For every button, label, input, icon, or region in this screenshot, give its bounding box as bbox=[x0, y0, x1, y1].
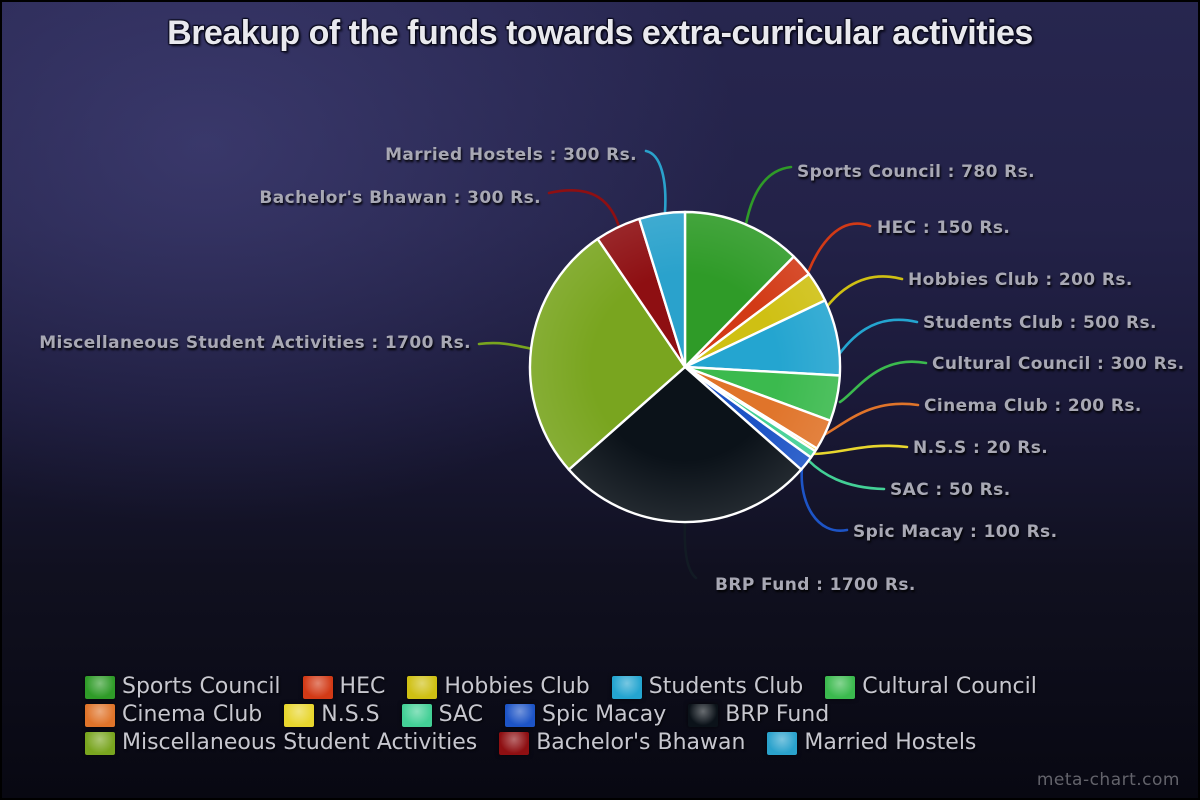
callout-hobbies-club: Hobbies Club : 200 Rs. bbox=[908, 270, 1133, 290]
leader-line-brp-fund bbox=[683, 521, 698, 580]
legend-swatch-miscellaneous-student-activities bbox=[85, 731, 115, 755]
legend-label: BRP Fund bbox=[725, 702, 830, 727]
legend-swatch-spic-macay bbox=[505, 703, 536, 727]
legend-swatch-hec bbox=[302, 675, 333, 699]
callout-cinema-club: Cinema Club : 200 Rs. bbox=[924, 396, 1142, 416]
legend-item-married-hostels: Married Hostels bbox=[767, 731, 976, 755]
legend-swatch-sports-council bbox=[85, 675, 115, 699]
legend-label: Hobbies Club bbox=[444, 674, 590, 699]
legend-item-cultural-council: Cultural Council bbox=[825, 675, 1037, 699]
callout-sports-council: Sports Council : 780 Rs. bbox=[797, 162, 1036, 182]
legend-item-bachelor-s-bhawan: Bachelor's Bhawan bbox=[499, 731, 745, 755]
leader-line-married-hostels bbox=[644, 149, 667, 214]
callout-brp-fund: BRP Fund : 1700 Rs. bbox=[715, 575, 916, 595]
legend-item-hec: HEC bbox=[302, 674, 386, 699]
legend-swatch-sac bbox=[401, 703, 432, 727]
legend-label: Cultural Council bbox=[862, 674, 1037, 699]
legend-label: Students Club bbox=[648, 674, 804, 699]
legend-swatch-brp-fund bbox=[688, 703, 719, 727]
legend-label: N.S.S bbox=[321, 702, 380, 727]
leader-line-miscellaneous-student-activities bbox=[477, 341, 534, 351]
legend-row: Cinema Club N.S.S SAC Spic Macay BRP Fund bbox=[85, 703, 1037, 727]
legend-item-hobbies-club: Hobbies Club bbox=[407, 674, 590, 699]
legend-label: Spic Macay bbox=[542, 702, 667, 727]
legend-label: Sports Council bbox=[122, 674, 281, 699]
leader-line-n-s-s bbox=[810, 444, 909, 456]
pie-slices-group bbox=[528, 210, 842, 524]
watermark: meta-chart.com bbox=[1036, 770, 1180, 790]
leader-line-sports-council bbox=[744, 165, 793, 226]
legend-label: HEC bbox=[339, 674, 386, 699]
leader-line-spic-macay bbox=[800, 466, 849, 532]
legend-swatch-hobbies-club bbox=[407, 675, 438, 699]
callout-students-club: Students Club : 500 Rs. bbox=[923, 313, 1157, 333]
legend-label: Married Hostels bbox=[804, 730, 977, 755]
legend-swatch-bachelor-s-bhawan bbox=[499, 731, 530, 755]
legend-row: Sports Council HEC Hobbies Club Students Cl… bbox=[85, 675, 1037, 699]
leader-line-cinema-club bbox=[822, 402, 920, 437]
legend-swatch-cultural-council bbox=[825, 675, 856, 699]
chart-title: Breakup of the funds towards extra-curri… bbox=[167, 14, 1033, 52]
legend-label: Bachelor's Bhawan bbox=[536, 730, 746, 755]
legend-swatch-cinema-club bbox=[85, 703, 115, 727]
leader-line-bachelor-s-bhawan bbox=[547, 189, 622, 232]
legend-swatch-students-club bbox=[611, 675, 642, 699]
legend-swatch-married-hostels bbox=[767, 731, 798, 755]
legend-label: SAC bbox=[438, 702, 484, 727]
callout-miscellaneous-student-activities: Miscellaneous Student Activities : 1700 … bbox=[39, 333, 471, 353]
callout-spic-macay: Spic Macay : 100 Rs. bbox=[853, 522, 1058, 542]
legend-item-cinema-club: Cinema Club bbox=[85, 703, 262, 727]
legend-item-sac: SAC bbox=[401, 702, 484, 727]
legend-swatch-n-s-s bbox=[284, 703, 315, 727]
legend-item-sports-council: Sports Council bbox=[85, 675, 281, 699]
callout-married-hostels: Married Hostels : 300 Rs. bbox=[385, 145, 637, 165]
legend-item-brp-fund: BRP Fund bbox=[688, 703, 829, 727]
legend-item-miscellaneous-student-activities: Miscellaneous Student Activities bbox=[85, 731, 477, 755]
legend-item-spic-macay: Spic Macay bbox=[505, 703, 666, 727]
leader-line-cultural-council bbox=[838, 360, 928, 404]
legend: Sports Council HEC Hobbies Club Students Cl… bbox=[85, 675, 1037, 755]
callout-cultural-council: Cultural Council : 300 Rs. bbox=[932, 354, 1185, 374]
callout-hec: HEC : 150 Rs. bbox=[877, 218, 1011, 238]
callout-n-s-s: N.S.S : 20 Rs. bbox=[913, 438, 1049, 458]
legend-item-students-club: Students Club bbox=[611, 674, 804, 699]
leader-line-students-club bbox=[833, 318, 919, 362]
legend-row: Miscellaneous Student Activities Bachelor… bbox=[85, 731, 1037, 755]
legend-item-n-s-s: N.S.S bbox=[284, 702, 380, 727]
callout-bachelor-s-bhawan: Bachelor's Bhawan : 300 Rs. bbox=[259, 188, 541, 208]
callout-sac: SAC : 50 Rs. bbox=[890, 480, 1011, 500]
legend-label: Miscellaneous Student Activities bbox=[122, 730, 478, 755]
legend-label: Cinema Club bbox=[122, 702, 263, 727]
leader-line-sac bbox=[806, 458, 886, 491]
